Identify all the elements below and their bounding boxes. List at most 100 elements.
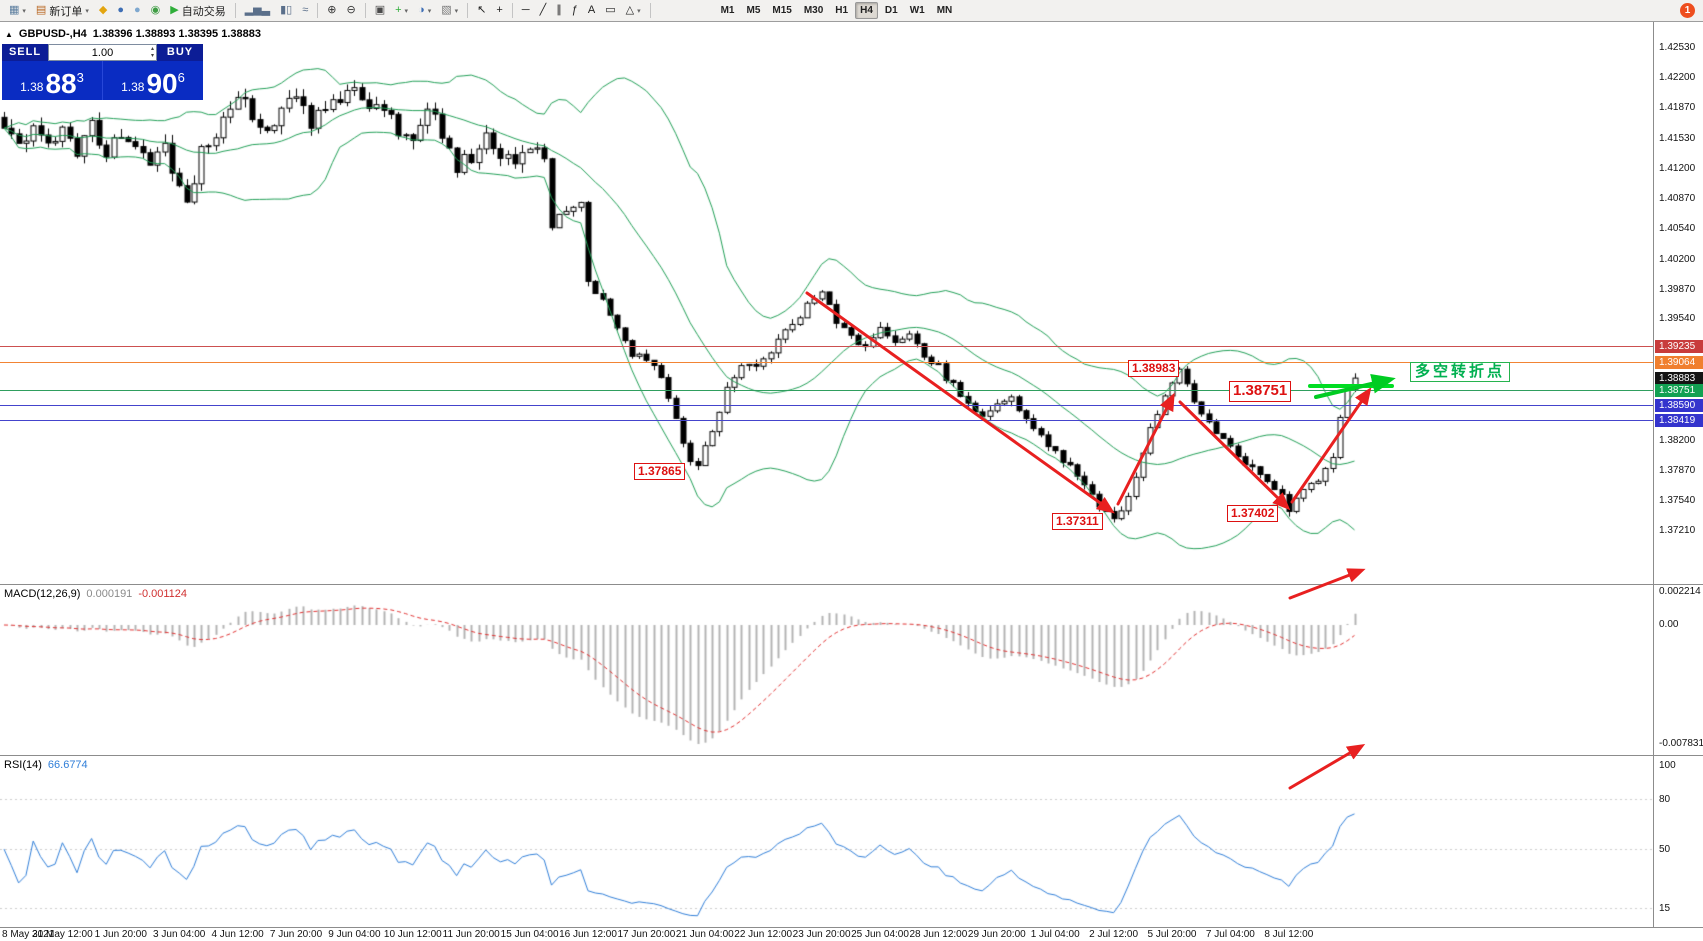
fibonacci-icon[interactable]: ƒ <box>567 4 583 17</box>
buy-price[interactable]: 1.38 90 6 <box>103 61 203 100</box>
toolbar-items: ▦ ▾ ▤ 新订单 ▾ ◆ ● ● ◉ ▶ 自动交易 ▂▅▃ ▮▯ ≈ ⊕ ⊖ ▣ + ▾ ◑ ▾ ▧ ▾ ↖ + ─ ╱ ∥ ƒ A ▭ △… <box>4 2 655 20</box>
buy-price-prefix: 1.38 <box>121 80 145 94</box>
time-label: 31 May 12:00 <box>32 929 93 940</box>
candlestick-chart-icon-glyph: ▮▯ <box>280 4 293 16</box>
price-tag: 1.38883 <box>1655 372 1703 386</box>
tile-windows-icon[interactable]: ▣ <box>370 4 390 17</box>
price-tag: 1.38590 <box>1655 398 1703 412</box>
community-icon-glyph: ◉ <box>150 4 161 16</box>
candlestick-chart-icon[interactable]: ▮▯ <box>275 4 297 17</box>
horizontal-level-line[interactable] <box>0 346 1653 347</box>
favorites-icon[interactable]: ◆ <box>94 4 112 17</box>
zoom-out-icon[interactable]: ⊖ <box>341 4 360 17</box>
timeframe-w1[interactable]: W1 <box>909 5 925 16</box>
fibonacci-icon-glyph: ƒ <box>571 4 578 16</box>
time-label: 22 Jun 12:00 <box>734 929 793 940</box>
price-tag: 1.39064 <box>1655 355 1703 369</box>
timeframe-m30[interactable]: M30 <box>803 5 824 16</box>
time-label: 28 Jun 12:00 <box>909 929 968 940</box>
caret-down-icon: ▾ <box>22 7 26 15</box>
notification-badge[interactable]: 1 <box>1680 3 1695 18</box>
sell-button[interactable]: SELL <box>2 44 48 61</box>
chart-symbol-icon: ▲ <box>5 29 13 39</box>
shapes-icon[interactable]: △ ▾ <box>621 4 646 17</box>
macd-chart-canvas[interactable] <box>0 585 1653 756</box>
horizontal-level-line[interactable] <box>0 362 1653 363</box>
time-label: 21 Jun 04:00 <box>675 929 734 940</box>
line-chart-icon[interactable]: ≈ <box>297 4 313 17</box>
macd-indicator-panel[interactable]: MACD(12,26,9) 0.000191 -0.001124 <box>0 585 1653 756</box>
favorites-icon-glyph: ◆ <box>98 4 108 16</box>
label-icon-glyph: ▭ <box>605 4 616 16</box>
market-watch-icon[interactable]: ● <box>112 4 129 17</box>
time-axis: 8 May 2021 31 May 12:00 1 Jun 20:00 3 Jun 0… <box>0 928 1703 941</box>
stepper-down-icon[interactable]: ▾ <box>150 53 154 59</box>
horizontal-level-line[interactable] <box>0 405 1653 406</box>
crosshair-icon[interactable]: + <box>491 4 507 17</box>
volume-value: 1.00 <box>91 46 114 59</box>
horizontal-level-line[interactable] <box>0 420 1653 421</box>
bar-chart-icon-glyph: ▂▅▃ <box>244 4 271 16</box>
trendline-icon[interactable]: ╱ <box>535 4 552 17</box>
new-order-button-label: 新订单 <box>49 5 83 18</box>
timeframe-m15[interactable]: M15 <box>772 5 792 16</box>
new-chart-icon-glyph: ▦ <box>9 4 20 16</box>
channel-icon-glyph: ∥ <box>556 4 562 16</box>
rsi-label: RSI(14) 66.6774 <box>4 759 88 771</box>
price-tick: 1.37870 <box>1659 465 1696 477</box>
time-label: 29 Jun 20:00 <box>967 929 1026 940</box>
cursor-icon-glyph: ↖ <box>477 4 487 16</box>
rsi-indicator-panel[interactable]: RSI(14) 66.6774 <box>0 756 1653 927</box>
community-icon[interactable]: ◉ <box>146 4 166 17</box>
caret-down-icon: ▾ <box>637 7 641 15</box>
text-icon[interactable]: A <box>583 4 600 17</box>
timeframe-m5[interactable]: M5 <box>746 5 761 16</box>
volume-input[interactable]: 1.00 ▴ ▾ <box>48 44 157 61</box>
volume-stepper[interactable]: ▴ ▾ <box>151 46 154 60</box>
bar-chart-icon[interactable]: ▂▅▃ <box>240 4 275 17</box>
new-order-button[interactable]: ▤ 新订单 ▾ <box>31 2 94 20</box>
autotrading-button[interactable]: ▶ 自动交易 <box>165 2 230 20</box>
channel-icon[interactable]: ∥ <box>551 4 567 17</box>
price-chart-panel[interactable] <box>0 22 1653 585</box>
rsi-chart-canvas[interactable] <box>0 756 1653 927</box>
buy-button[interactable]: BUY <box>157 44 203 61</box>
panel-separator[interactable] <box>0 755 1703 756</box>
horizontal-level-line[interactable] <box>0 390 1653 391</box>
cursor-icon[interactable]: ↖ <box>472 4 491 17</box>
timeframe-d1[interactable]: D1 <box>884 5 898 16</box>
horizontal-line-icon-glyph: ─ <box>521 4 530 16</box>
candlestick-chart-canvas[interactable] <box>0 22 1653 585</box>
crosshair-icon-glyph: + <box>496 4 503 16</box>
buy-price-big: 90 <box>146 68 178 99</box>
macd-title: MACD(12,26,9) <box>4 588 81 600</box>
timeframe-mn[interactable]: MN <box>936 5 953 16</box>
horizontal-line-icon[interactable]: ─ <box>517 4 535 17</box>
templates-icon-glyph: ▧ <box>441 4 452 16</box>
stepper-up-icon[interactable]: ▴ <box>150 46 154 52</box>
toolbar: ▦ ▾ ▤ 新订单 ▾ ◆ ● ● ◉ ▶ 自动交易 ▂▅▃ ▮▯ ≈ ⊕ ⊖ ▣ + ▾ ◑ ▾ ▧ ▾ ↖ + ─ ╱ ∥ ƒ A ▭ △… <box>0 0 1703 22</box>
timeframe-h1[interactable]: H1 <box>835 5 849 16</box>
price-annotation-label: 1.37402 <box>1227 505 1279 522</box>
zoom-in-icon[interactable]: ⊕ <box>322 4 341 17</box>
new-chart-icon[interactable]: ▦ ▾ <box>4 4 31 17</box>
toolbar-separator <box>467 3 469 18</box>
sell-price[interactable]: 1.38 88 3 <box>2 61 102 100</box>
macd-label: MACD(12,26,9) 0.000191 -0.001124 <box>4 588 187 600</box>
time-label: 1 Jun 20:00 <box>94 929 147 940</box>
periods-icon[interactable]: ◑ ▾ <box>413 4 436 17</box>
templates-icon[interactable]: ▧ ▾ <box>436 4 463 17</box>
navigator-icon[interactable]: ● <box>129 4 146 17</box>
panel-separator <box>0 927 1703 928</box>
indicators-icon[interactable]: + ▾ <box>390 4 413 17</box>
price-tick: 1.40540 <box>1659 222 1696 234</box>
price-tick: 1.39870 <box>1659 283 1696 295</box>
timeframe-h4[interactable]: H4 <box>855 2 878 19</box>
rsi-value: 66.6774 <box>47 759 88 771</box>
price-annotation-label: 1.38751 <box>1229 381 1292 402</box>
toolbar-separator <box>364 3 366 18</box>
price-tick: 1.41870 <box>1659 101 1696 113</box>
panel-separator[interactable] <box>0 584 1703 585</box>
timeframe-m1[interactable]: M1 <box>720 5 735 16</box>
label-icon[interactable]: ▭ <box>600 4 620 17</box>
